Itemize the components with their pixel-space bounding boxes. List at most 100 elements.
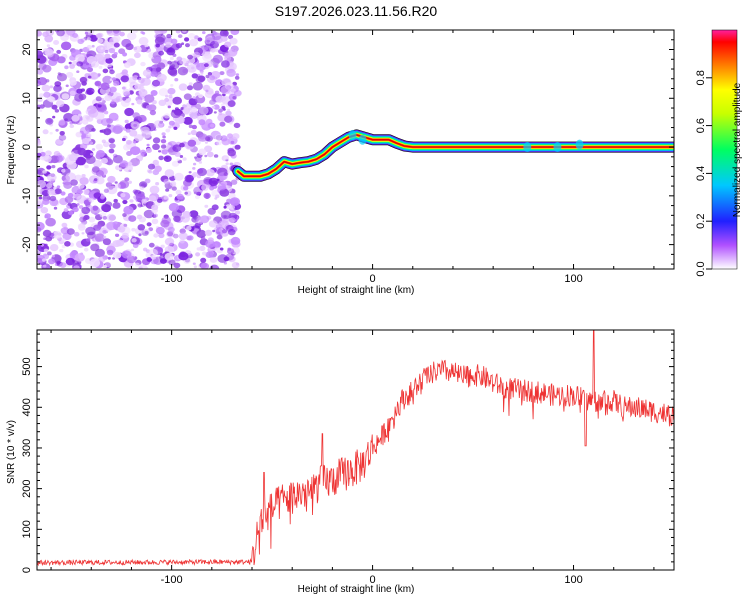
noise-speck — [199, 245, 206, 251]
noise-speck — [64, 118, 68, 122]
noise-speck — [187, 54, 194, 60]
noise-speck — [198, 93, 204, 99]
noise-speck — [158, 88, 169, 97]
noise-speck — [73, 231, 80, 237]
noise-speck — [191, 124, 197, 130]
noise-speck — [118, 167, 122, 171]
noise-speck — [48, 258, 56, 265]
noise-speck — [213, 111, 217, 114]
noise-speck — [174, 78, 179, 82]
noise-speck — [125, 128, 131, 133]
noise-speck — [79, 126, 90, 135]
noise-speck — [186, 64, 197, 73]
noise-speck — [95, 33, 102, 39]
noise-speck — [94, 233, 105, 242]
noise-speck — [131, 227, 136, 232]
noise-speck — [174, 151, 181, 157]
noise-speck — [200, 262, 210, 269]
noise-speck — [100, 47, 104, 50]
noise-speck — [177, 66, 189, 76]
noise-speck — [227, 248, 235, 255]
noise-speck — [129, 146, 141, 156]
snr-xtick-label: 0 — [370, 574, 376, 586]
noise-speck — [37, 55, 47, 64]
noise-speck — [212, 241, 221, 248]
noise-speck — [137, 203, 143, 208]
noise-speck — [49, 195, 57, 202]
noise-speck — [122, 137, 126, 142]
noise-speck — [196, 62, 206, 71]
noise-speck — [91, 44, 95, 48]
noise-speck — [56, 185, 61, 189]
noise-speck — [230, 30, 240, 36]
noise-speck — [45, 117, 54, 125]
noise-speck — [226, 68, 236, 77]
noise-speck — [93, 192, 102, 199]
noise-speck — [95, 143, 104, 150]
noise-speck — [202, 31, 206, 35]
noise-speck — [221, 103, 225, 107]
noise-speck — [161, 149, 168, 155]
noise-speck — [171, 160, 180, 167]
noise-speck — [63, 181, 73, 189]
noise-speck — [170, 84, 174, 87]
noise-speck — [214, 134, 222, 141]
noise-speck — [59, 248, 64, 253]
noise-speck — [227, 133, 233, 139]
noise-speck — [114, 181, 118, 184]
noise-speck — [192, 81, 203, 91]
track-blob — [523, 142, 532, 153]
noise-speck — [78, 113, 82, 117]
noise-speck — [119, 160, 129, 168]
noise-speck — [151, 204, 159, 211]
noise-speck — [94, 111, 105, 121]
noise-speck — [53, 84, 62, 92]
noise-speck — [110, 100, 115, 105]
noise-speck — [58, 134, 67, 141]
noise-speck — [206, 39, 211, 43]
noise-speck — [107, 256, 111, 260]
noise-speck — [122, 199, 128, 205]
noise-speck — [194, 194, 200, 200]
noise-speck — [142, 69, 152, 77]
noise-speck — [193, 265, 197, 269]
noise-speck — [171, 64, 176, 68]
noise-speck — [138, 77, 145, 84]
noise-speck — [48, 96, 56, 103]
noise-speck — [158, 155, 164, 161]
snr-ytick-label: 0 — [21, 567, 33, 573]
noise-speck — [163, 113, 170, 119]
noise-speck — [213, 63, 219, 68]
noise-speck — [181, 30, 187, 33]
noise-speck — [97, 38, 104, 44]
noise-speck — [38, 62, 47, 70]
noise-speck — [143, 247, 148, 252]
noise-speck — [39, 109, 43, 112]
noise-speck — [109, 69, 115, 75]
noise-speck — [107, 124, 111, 128]
noise-speck — [144, 178, 151, 184]
noise-speck — [132, 243, 139, 249]
noise-speck — [202, 53, 212, 62]
noise-speck — [224, 41, 232, 48]
noise-speck — [37, 187, 42, 194]
noise-speck — [134, 134, 144, 142]
noise-speck — [75, 156, 87, 166]
noise-speck — [96, 224, 102, 229]
noise-speck — [154, 56, 161, 62]
noise-speck — [83, 188, 90, 195]
noise-speck — [82, 119, 89, 125]
noise-speck — [112, 77, 116, 81]
noise-speck — [151, 218, 159, 225]
noise-speck — [53, 40, 60, 45]
noise-speck — [213, 31, 218, 36]
noise-speck — [158, 99, 167, 107]
noise-speck — [174, 172, 184, 181]
noise-speck — [37, 152, 42, 158]
noise-speck — [166, 33, 172, 39]
noise-speck — [167, 105, 171, 109]
noise-speck — [108, 48, 116, 54]
noise-speck — [100, 82, 110, 91]
noise-speck — [215, 194, 220, 199]
noise-speck — [187, 85, 193, 91]
